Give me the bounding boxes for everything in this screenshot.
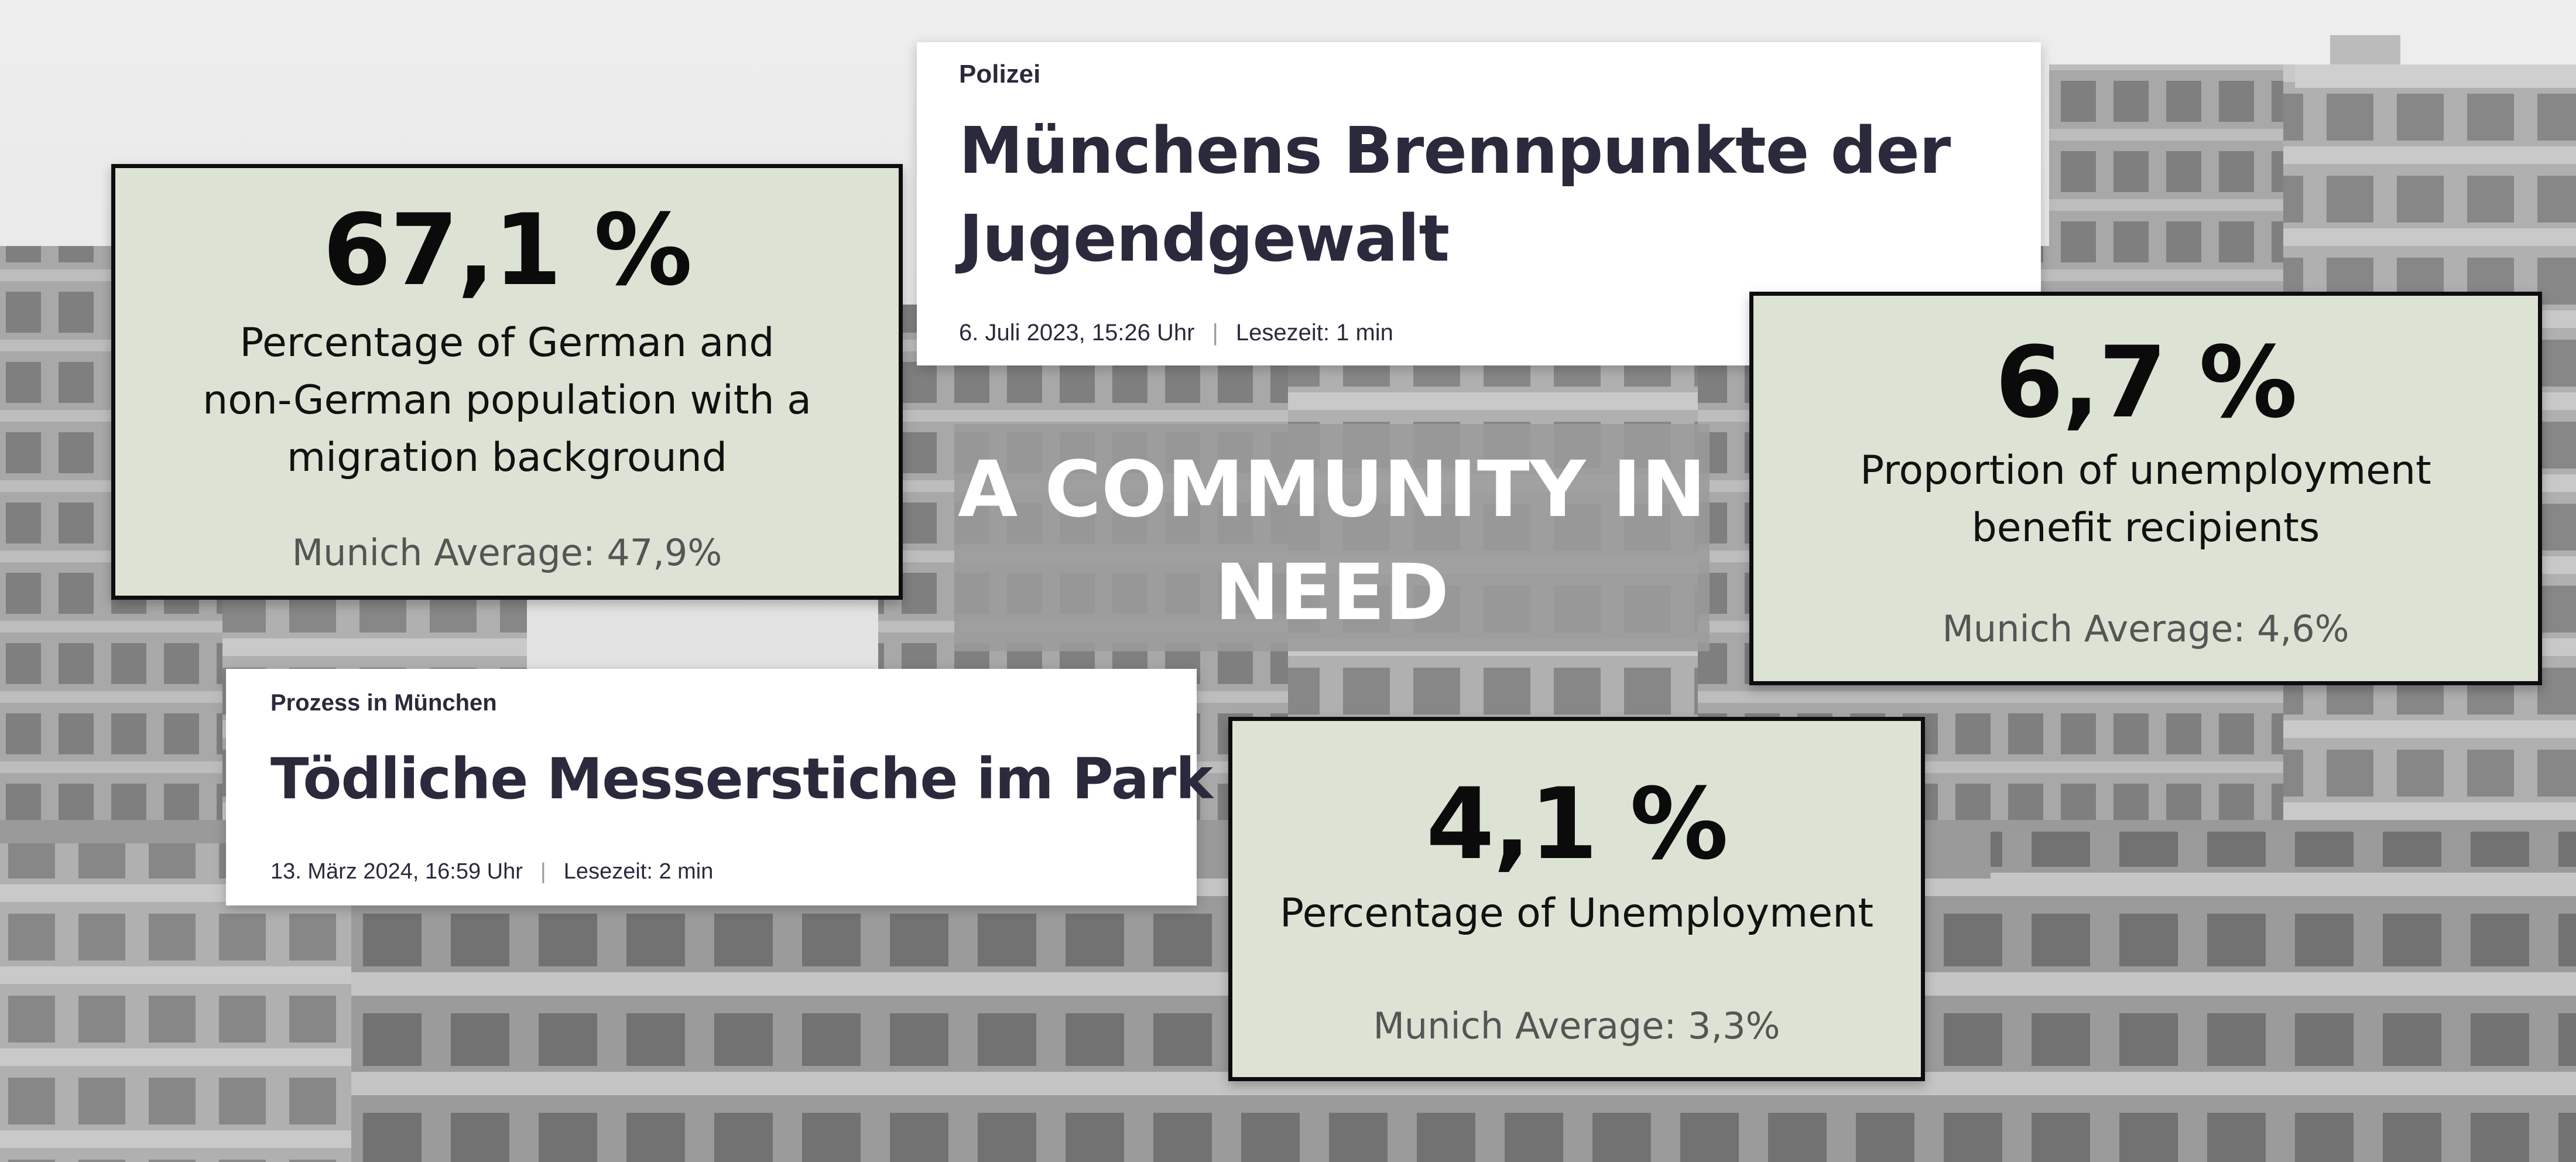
article-headline[interactable]: Münchens Brennpunkte der Jugendgewalt (959, 107, 2013, 282)
stat-value: 4,1 % (1426, 767, 1728, 881)
article-date: 6. Juli 2023, 15:26 Uhr (959, 320, 1195, 346)
stat-label-line-1: Percentage of German and (239, 320, 775, 366)
stat-munich-average: Munich Average: 47,9% (292, 531, 722, 574)
banner-line-1: A COMMUNITY IN (958, 445, 1706, 535)
stat-label: Percentage of German and non-German popu… (139, 315, 875, 487)
meta-separator: | (1212, 320, 1218, 346)
article-category: Prozess in München (270, 690, 497, 716)
article-card-messerstiche[interactable]: Prozess in München Tödliche Messerstiche… (226, 669, 1213, 905)
article-reading-time: Lesezeit: 2 min (563, 859, 714, 884)
stat-label-line-1: Percentage of Unemployment (1280, 890, 1873, 937)
stat-label-line-1: Proportion of unemployment (1860, 447, 2431, 494)
stat-box-benefit-recipients: 6,7 % Proportion of unemployment benefit… (1749, 292, 2542, 685)
stat-label: Percentage of Unemployment (1244, 885, 1909, 942)
stat-label-line-3: migration background (287, 435, 727, 481)
stat-label: Proportion of unemployment benefit recip… (1777, 442, 2515, 557)
banner-line-2: NEED (1214, 548, 1450, 638)
stat-label-line-2: benefit recipients (1971, 505, 2320, 551)
stat-value: 67,1 % (323, 193, 692, 307)
article-date: 13. März 2024, 16:59 Uhr (270, 859, 523, 884)
stat-munich-average: Munich Average: 3,3% (1373, 1004, 1780, 1047)
article-meta: 6. Juli 2023, 15:26 Uhr | Lesezeit: 1 min (959, 315, 1393, 350)
stat-box-unemployment: 4,1 % Percentage of Unemployment Munich … (1228, 717, 1925, 1081)
stat-munich-average: Munich Average: 4,6% (1942, 607, 2349, 650)
article-headline-line-1: Tödliche Messerstiche im Park (270, 746, 1213, 812)
stat-box-migration: 67,1 % Percentage of German and non-Germ… (111, 164, 903, 600)
stat-label-line-2: non-German population with a (203, 377, 811, 423)
article-category: Polizei (959, 60, 1041, 88)
stat-value: 6,7 % (1995, 325, 2297, 440)
article-headline[interactable]: Tödliche Messerstiche im Park (270, 738, 1213, 820)
community-banner: A COMMUNITY IN NEED (954, 424, 1710, 651)
meta-separator: | (540, 859, 546, 884)
article-reading-time: Lesezeit: 1 min (1235, 320, 1393, 346)
article-headline-line-1: Münchens Brennpunkte der (959, 113, 1951, 188)
article-headline-line-2: Jugendgewalt (959, 201, 1450, 276)
article-meta: 13. März 2024, 16:59 Uhr | Lesezeit: 2 min (270, 855, 713, 888)
